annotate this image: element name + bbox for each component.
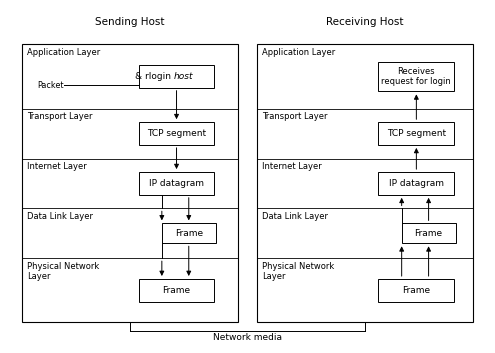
Bar: [378, 172, 454, 195]
Text: Packet: Packet: [37, 81, 63, 90]
Text: Data Link Layer: Data Link Layer: [262, 212, 328, 221]
Text: Receiving Host: Receiving Host: [326, 17, 404, 27]
Text: Frame: Frame: [414, 229, 443, 238]
Bar: [162, 223, 216, 244]
Text: Sending Host: Sending Host: [95, 17, 165, 27]
Text: TCP segment: TCP segment: [147, 129, 206, 138]
Text: Receives
request for login: Receives request for login: [382, 67, 451, 86]
Text: Transport Layer: Transport Layer: [262, 112, 328, 121]
Text: IP datagram: IP datagram: [389, 179, 444, 188]
Text: & rlogin: & rlogin: [135, 72, 174, 81]
Text: host: host: [174, 72, 194, 81]
Bar: [139, 279, 214, 302]
Text: Frame: Frame: [175, 229, 203, 238]
Text: Frame: Frame: [162, 286, 191, 295]
Bar: [257, 44, 473, 322]
Text: Physical Network
Layer: Physical Network Layer: [27, 262, 99, 281]
Text: Transport Layer: Transport Layer: [27, 112, 93, 121]
Text: Internet Layer: Internet Layer: [27, 162, 87, 171]
Text: Physical Network
Layer: Physical Network Layer: [262, 262, 335, 281]
Text: IP datagram: IP datagram: [149, 179, 204, 188]
Text: TCP segment: TCP segment: [387, 129, 446, 138]
Text: Internet Layer: Internet Layer: [262, 162, 322, 171]
Bar: [378, 279, 454, 302]
Bar: [378, 62, 454, 91]
Bar: [139, 122, 214, 145]
Text: Network media: Network media: [213, 333, 282, 342]
Bar: [378, 122, 454, 145]
Text: Application Layer: Application Layer: [262, 48, 336, 57]
Bar: [22, 44, 238, 322]
Bar: [139, 172, 214, 195]
Bar: [139, 65, 214, 88]
Text: Application Layer: Application Layer: [27, 48, 100, 57]
Bar: [401, 223, 455, 244]
Text: Data Link Layer: Data Link Layer: [27, 212, 93, 221]
Text: Frame: Frame: [402, 286, 431, 295]
